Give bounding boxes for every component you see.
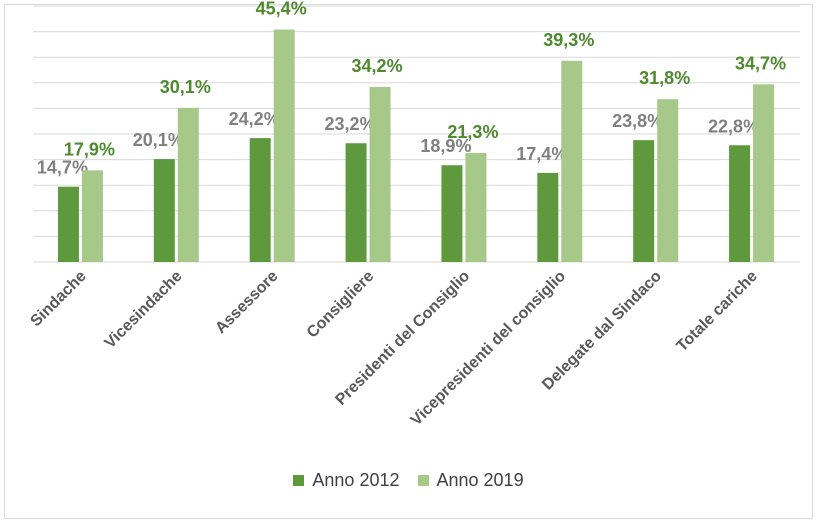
bar-2019	[81, 170, 103, 262]
bar-2012	[249, 138, 271, 262]
bar-2012	[441, 165, 463, 262]
bar-2012	[537, 172, 559, 262]
legend-item-2019: Anno 2019	[417, 470, 524, 491]
legend-label-2019: Anno 2019	[436, 470, 524, 490]
data-label-2019: 21,3%	[447, 122, 498, 142]
data-label-2019: 39,3%	[543, 30, 594, 50]
category-label: Vicepresidenti del consiglio	[408, 268, 570, 430]
category-label: Totale cariche	[674, 268, 761, 355]
legend-label-2012: Anno 2012	[312, 470, 400, 490]
legend-swatch-2019	[417, 475, 429, 486]
bar-2019	[561, 60, 583, 263]
data-label-2019: 17,9%	[64, 139, 115, 159]
data-label-2019: 34,2%	[352, 56, 403, 76]
bar-2012	[345, 143, 367, 262]
data-label-2012: 17,4%	[516, 144, 567, 164]
category-label: Vicesindache	[102, 268, 186, 352]
legend: Anno 2012 Anno 2019	[0, 470, 817, 491]
data-label-2019: 45,4%	[256, 0, 307, 19]
category-label: Sindache	[27, 268, 89, 330]
bar-2012	[57, 186, 79, 262]
bar-2012	[729, 145, 751, 262]
data-label-2012: 23,8%	[612, 111, 663, 131]
legend-swatch-2012	[293, 475, 305, 486]
bar-2019	[657, 99, 679, 263]
legend-item-2012: Anno 2012	[293, 470, 400, 491]
data-label-2019: 31,8%	[639, 68, 690, 88]
bar-2019	[177, 107, 199, 262]
bar-2019	[753, 84, 775, 262]
bar-2019	[465, 152, 487, 262]
bar-2019	[273, 29, 295, 262]
data-label-2012: 24,2%	[229, 109, 280, 129]
bar-2012	[153, 159, 175, 262]
data-label-2019: 30,1%	[160, 77, 211, 97]
data-label-2012: 23,2%	[325, 114, 376, 134]
bar-2012	[633, 140, 655, 262]
data-label-2019: 34,7%	[735, 53, 786, 73]
data-label-2012: 18,9%	[420, 136, 471, 156]
data-label-2012: 22,8%	[708, 116, 759, 136]
category-label: Assessore	[212, 268, 281, 337]
data-label-2012: 14,7%	[37, 158, 88, 178]
category-label: Consigliere	[304, 268, 378, 342]
bar-2019	[369, 86, 391, 262]
data-label-2012: 20,1%	[133, 130, 184, 150]
